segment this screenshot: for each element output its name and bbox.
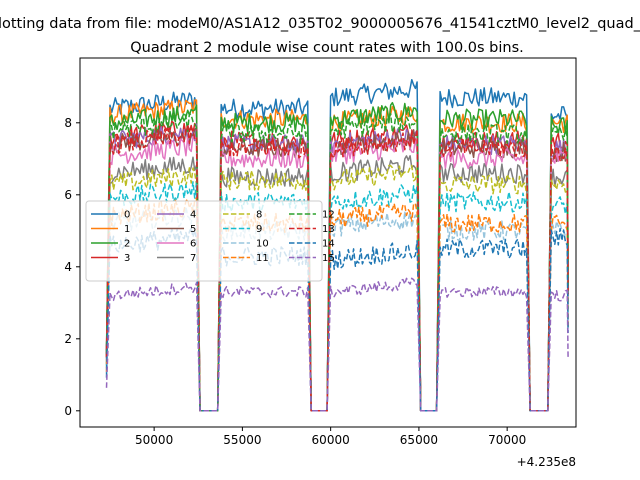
x-tick-label: 50000 bbox=[135, 433, 173, 447]
series-line-2 bbox=[105, 101, 569, 412]
x-tick-label: 55000 bbox=[223, 433, 261, 447]
series-line-6 bbox=[105, 135, 569, 412]
legend-label-10: 10 bbox=[256, 239, 269, 250]
y-axis: 0 2 4 6 8 bbox=[64, 116, 80, 418]
series-line-8 bbox=[105, 164, 569, 412]
legend-label-2: 2 bbox=[124, 239, 130, 250]
series-line-15 bbox=[105, 277, 569, 412]
figure-suptitle: Plot for plotting data from file: modeM0… bbox=[0, 16, 640, 32]
chart-title: Quadrant 2 module wise count rates with … bbox=[130, 40, 524, 56]
series-line-0 bbox=[105, 78, 569, 412]
legend-label-7: 7 bbox=[190, 253, 196, 264]
series-line-5 bbox=[105, 127, 569, 412]
legend-label-3: 3 bbox=[124, 253, 130, 264]
x-axis: 50000 55000 60000 65000 70000 bbox=[135, 427, 526, 447]
legend-label-0: 0 bbox=[124, 210, 130, 221]
x-offset-label: +4.235e8 bbox=[517, 455, 576, 469]
y-tick-label: 6 bbox=[64, 188, 72, 202]
y-tick-label: 4 bbox=[64, 260, 72, 274]
legend-label-1: 1 bbox=[124, 224, 130, 235]
y-tick-label: 8 bbox=[64, 116, 72, 130]
legend-label-5: 5 bbox=[190, 224, 196, 235]
x-tick-label: 60000 bbox=[312, 433, 350, 447]
legend-box bbox=[85, 200, 323, 282]
series-line-12 bbox=[105, 111, 569, 412]
series-line-13 bbox=[105, 125, 569, 412]
y-tick-label: 2 bbox=[64, 332, 72, 346]
x-tick-label: 70000 bbox=[488, 433, 526, 447]
x-tick-label: 65000 bbox=[400, 433, 438, 447]
plot-frame bbox=[79, 57, 577, 428]
legend-label-4: 4 bbox=[190, 210, 196, 221]
legend-label-9: 9 bbox=[256, 224, 262, 235]
legend-label-13: 13 bbox=[322, 224, 335, 235]
legend-label-11: 11 bbox=[256, 253, 269, 264]
legend-label-12: 12 bbox=[322, 210, 335, 221]
series-line-7 bbox=[105, 155, 569, 412]
legend-label-6: 6 bbox=[190, 239, 196, 250]
legend-label-15: 15 bbox=[322, 253, 335, 264]
legend-label-14: 14 bbox=[322, 239, 335, 250]
y-tick-label: 0 bbox=[64, 404, 72, 418]
legend-label-8: 8 bbox=[256, 210, 262, 221]
